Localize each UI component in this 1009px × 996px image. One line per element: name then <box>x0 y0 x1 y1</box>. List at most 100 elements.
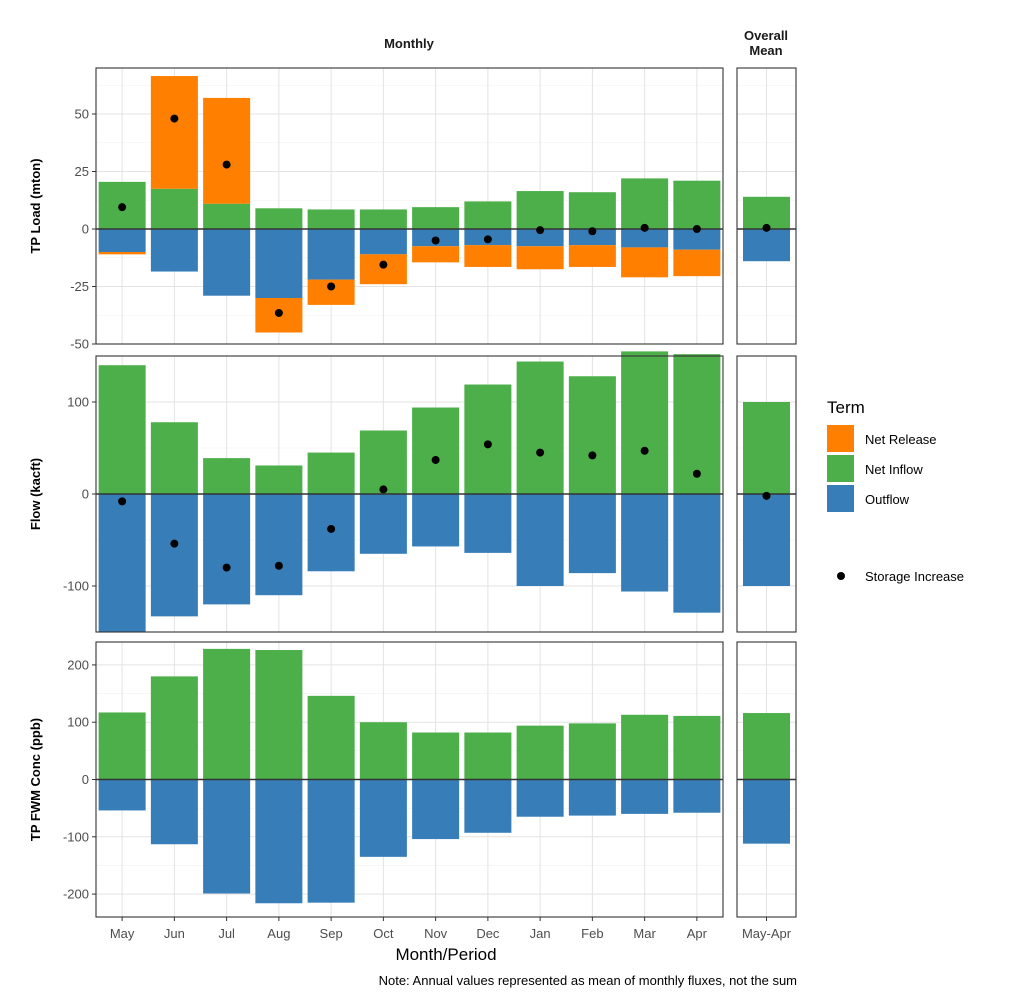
bar-net-inflow-jan <box>516 361 564 494</box>
bar-outflow-jul <box>203 229 251 296</box>
bar-net-inflow-nov <box>412 407 460 494</box>
point-storage-increase-sep <box>327 524 336 533</box>
bar-outflow-nov <box>412 494 460 547</box>
bar-net-inflow-apr <box>673 715 721 780</box>
y-tick-label: 100 <box>67 715 89 730</box>
bar-net-inflow-sep <box>307 209 355 229</box>
bar-outflow-may <box>98 494 146 632</box>
bar-net-inflow-aug <box>255 465 303 494</box>
point-storage-increase-mar <box>640 446 649 455</box>
bar-outflow-apr <box>673 229 721 250</box>
point-storage-increase-jun <box>170 539 179 548</box>
legend-label-net-inflow: Net Inflow <box>865 462 923 477</box>
bar-outflow-oct <box>359 779 407 857</box>
caption-note: Note: Annual values represented as mean … <box>379 973 797 988</box>
bar-net-inflow-feb <box>568 376 616 494</box>
bar-outflow-jun <box>150 229 198 272</box>
y-tick-label: 100 <box>67 395 89 410</box>
bar-net-inflow-aug <box>255 650 303 780</box>
y-axis-title: TP FWM Conc (ppb) <box>28 718 43 841</box>
bar-net-inflow-nov <box>412 207 460 229</box>
point-storage-increase-nov <box>431 236 440 245</box>
bar-net-inflow-jul <box>203 203 251 229</box>
bar-net-release-oct <box>359 254 407 285</box>
x-tick-label-sep: Sep <box>320 926 343 941</box>
point-storage-increase-feb <box>588 227 597 236</box>
bar-outflow-jul <box>203 779 251 894</box>
bar-net-inflow-jan <box>516 191 564 229</box>
panel-tp-fwm-conc-ppb: -200 -100 0 100 200 TP FWM Conc (ppb) May Jun Ju… <box>28 641 797 941</box>
point-storage-increase-jun <box>170 114 179 123</box>
bar-outflow-aug <box>255 779 303 904</box>
bar-net-release-jul <box>203 97 251 204</box>
bar-outflow-jan <box>516 779 564 817</box>
point-storage-increase-may <box>118 497 127 506</box>
bar-outflow-dec <box>464 494 512 553</box>
y-tick-label: -100 <box>63 579 89 594</box>
point-storage-increase-aug <box>274 561 283 570</box>
bar-outflow-jul <box>203 494 251 605</box>
bar-net-release-apr <box>673 249 721 277</box>
point-storage-increase-oct <box>379 260 388 269</box>
y-tick-label: 200 <box>67 657 89 672</box>
bar-outflow-feb <box>568 494 616 574</box>
bar-net-release-nov <box>412 246 460 263</box>
x-tick-label-jan: Jan <box>530 926 551 941</box>
bar-outflow-may-apr <box>742 494 791 586</box>
legend-title: Term <box>827 398 865 417</box>
bar-net-inflow-dec <box>464 732 512 780</box>
x-tick-label-jun: Jun <box>164 926 185 941</box>
bar-net-inflow-dec <box>464 201 512 229</box>
x-tick-label-apr: Apr <box>687 926 708 941</box>
bar-net-inflow-jun <box>150 676 198 780</box>
point-storage-increase-jul <box>222 160 231 169</box>
legend: Term Net Release Net Inflow Outflow Stor… <box>827 398 964 584</box>
legend-label-storage-increase: Storage Increase <box>865 569 964 584</box>
y-tick-label: 0 <box>82 487 89 502</box>
x-tick-label-dec: Dec <box>476 926 500 941</box>
bar-outflow-feb <box>568 779 616 816</box>
x-tick-label-nov: Nov <box>424 926 448 941</box>
bar-net-inflow-mar <box>621 351 669 494</box>
bar-outflow-aug <box>255 229 303 298</box>
bar-net-release-mar <box>621 247 669 278</box>
x-tick-label-oct: Oct <box>373 926 394 941</box>
bar-outflow-sep <box>307 779 355 903</box>
point-storage-increase-jul <box>222 563 231 572</box>
point-storage-increase-dec <box>483 440 492 449</box>
point-storage-increase-may-apr <box>762 491 771 500</box>
panel-flow-kacft: -100 0 100 Flow (kacft) <box>28 351 797 633</box>
point-storage-increase-apr <box>692 225 701 233</box>
point-storage-increase-mar <box>640 223 649 232</box>
bar-outflow-mar <box>621 779 669 814</box>
panel-border-overall <box>736 67 797 345</box>
bar-net-inflow-oct <box>359 209 407 229</box>
x-tick-label-may-apr: May-Apr <box>742 926 792 941</box>
point-storage-increase-dec <box>483 235 492 244</box>
bar-outflow-may-apr <box>742 229 791 262</box>
bar-net-inflow-nov <box>412 732 460 780</box>
y-tick-label: -50 <box>70 337 89 352</box>
y-tick-label: -100 <box>63 829 89 844</box>
panel-border-overall <box>736 355 797 633</box>
legend-point-storage-increase <box>837 572 845 580</box>
bar-outflow-apr <box>673 779 721 813</box>
panel-border-main <box>95 67 724 345</box>
point-storage-increase-nov <box>431 455 440 464</box>
bar-net-release-jun <box>150 76 198 189</box>
legend-label-net-release: Net Release <box>865 432 937 447</box>
bar-net-inflow-jun <box>150 188 198 229</box>
bar-net-inflow-may-apr <box>742 402 791 494</box>
bar-outflow-jan <box>516 229 564 247</box>
bar-net-inflow-feb <box>568 723 616 780</box>
bar-net-release-dec <box>464 245 512 267</box>
y-tick-label: 25 <box>75 164 89 179</box>
x-tick-label-may: May <box>110 926 135 941</box>
x-tick-label-aug: Aug <box>267 926 290 941</box>
bar-net-inflow-apr <box>673 180 721 229</box>
point-storage-increase-aug <box>274 308 283 317</box>
strip-overall-line2: Mean <box>749 43 782 58</box>
bar-outflow-feb <box>568 229 616 246</box>
bar-outflow-nov <box>412 779 460 840</box>
